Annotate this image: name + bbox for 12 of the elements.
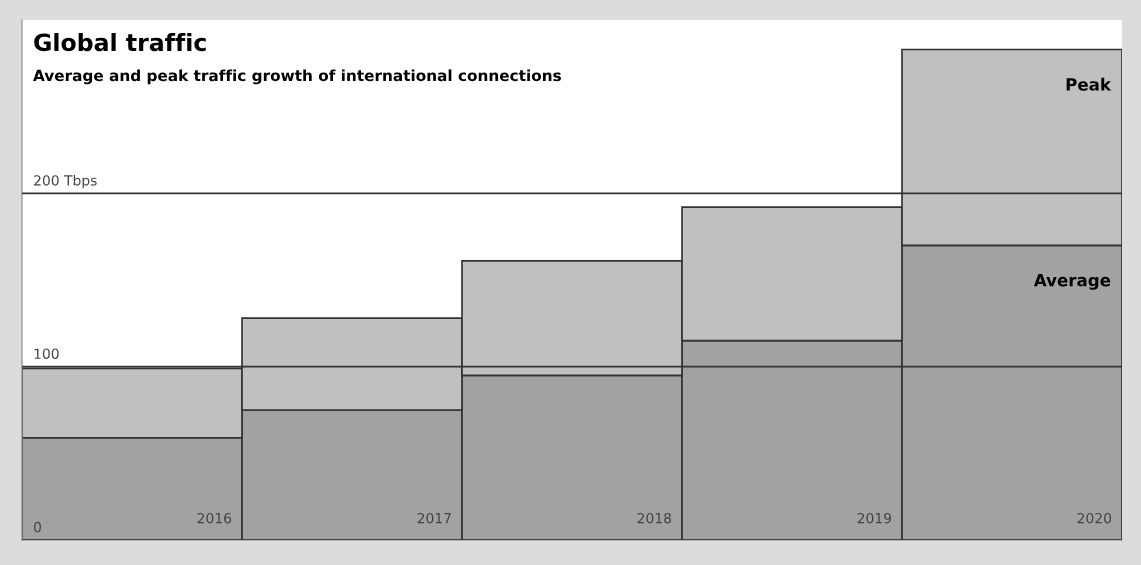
x-tick-label: 2016	[197, 512, 232, 524]
series-label: Average	[1033, 274, 1111, 290]
y-tick-label: 200 Tbps	[34, 174, 97, 189]
x-tick-label: 2020	[1077, 512, 1112, 524]
series-label: Peak	[1066, 77, 1112, 91]
chart-title: Global traffic	[34, 33, 206, 52]
y-tick-label: 0	[34, 521, 42, 533]
y-tick-label: 100	[34, 348, 59, 359]
x-tick-label: 2019	[857, 512, 892, 524]
text: Average and peak traffic growth of international connections	[33, 69, 561, 85]
x-tick-label: 2018	[637, 512, 672, 524]
x-tick-label: 2017	[417, 512, 451, 524]
